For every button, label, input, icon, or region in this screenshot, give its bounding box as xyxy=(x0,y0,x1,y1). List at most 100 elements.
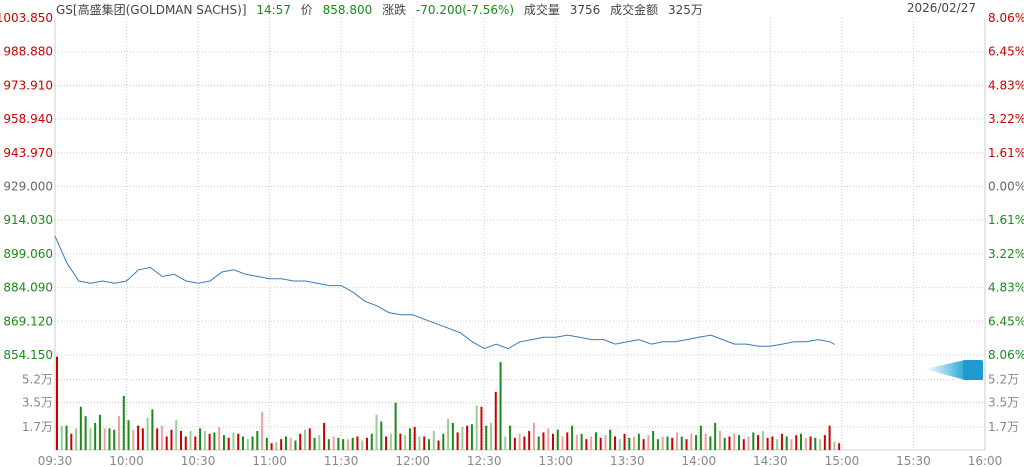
percent-tick-label: 4.83% xyxy=(988,281,1024,295)
volume-bar xyxy=(757,435,760,450)
volume-bar xyxy=(146,417,149,450)
volume-bar xyxy=(404,435,407,450)
time-tick-label: 12:00 xyxy=(395,454,430,467)
volume-bar xyxy=(652,431,655,450)
percent-tick-label: 8.06% xyxy=(988,11,1024,25)
volume-bar xyxy=(823,435,826,450)
volume-bar xyxy=(819,439,822,450)
volume-bar xyxy=(208,433,211,450)
price-tick-label: 973.910 xyxy=(3,78,53,92)
volume-bar xyxy=(637,433,640,450)
volume-bar xyxy=(89,428,92,450)
volume-bar xyxy=(289,437,292,450)
volume-bar xyxy=(490,422,492,450)
volume-bar xyxy=(695,435,698,450)
volume-bar xyxy=(103,428,106,450)
volume-bar xyxy=(661,436,664,450)
volume-bar xyxy=(265,437,268,450)
volume-tick-label-right: 1.7万 xyxy=(988,420,1019,434)
volume-tick-label: 5.2万 xyxy=(22,373,53,387)
volume-bar xyxy=(280,439,283,450)
volume-bar xyxy=(461,427,464,450)
percent-tick-label: 1.61% xyxy=(988,213,1024,227)
volume-bar xyxy=(656,439,659,450)
time-tick-label: 16:00 xyxy=(968,454,1003,467)
time-tick-label: 11:00 xyxy=(252,454,287,467)
volume-bar xyxy=(375,414,378,450)
volume-bar xyxy=(790,439,793,450)
volume-bar xyxy=(246,439,249,450)
volume-bar xyxy=(547,428,550,450)
volume-bar xyxy=(227,437,230,450)
volume-tick-label-right: 5.2万 xyxy=(988,373,1019,387)
volume-bar xyxy=(838,443,841,450)
amount-label: 成交金额 xyxy=(610,3,659,17)
volume-bar xyxy=(284,436,287,450)
volume-bar xyxy=(518,433,521,450)
volume-bar xyxy=(199,428,202,450)
volume-bar xyxy=(380,421,383,450)
volume-bar xyxy=(709,436,712,450)
volume-bar xyxy=(203,431,206,450)
volume-bar xyxy=(232,432,235,450)
volume-bar xyxy=(704,433,707,450)
volume-value: 3756 xyxy=(569,3,601,17)
time-tick-label: 13:00 xyxy=(538,454,573,467)
volume-bar xyxy=(456,432,459,450)
volume-tick-label-right: 3.5万 xyxy=(988,396,1019,410)
volume-bar xyxy=(509,425,512,450)
volume-bar xyxy=(585,439,588,450)
volume-bar xyxy=(75,428,78,450)
volume-bar xyxy=(528,431,531,450)
volume-bar xyxy=(98,414,101,450)
volume-bar xyxy=(599,437,602,450)
time-tick-label: 15:00 xyxy=(825,454,860,467)
price-tick-label: 899.060 xyxy=(3,247,53,261)
volume-bar xyxy=(261,412,264,450)
volume-bar xyxy=(242,436,244,450)
volume-bar xyxy=(437,440,440,450)
volume-bar xyxy=(747,436,750,450)
widget-tail xyxy=(925,360,965,380)
volume-bar xyxy=(370,433,373,450)
volume-bar xyxy=(804,437,807,450)
time-tick-label: 12:30 xyxy=(467,454,502,467)
volume-bar xyxy=(385,436,388,450)
volume-bar xyxy=(690,433,693,450)
volume-bar xyxy=(132,429,135,450)
volume-bar xyxy=(70,433,73,450)
volume-bar xyxy=(318,435,321,450)
volume-bar xyxy=(218,427,221,450)
price-tick-label: 958.940 xyxy=(3,112,53,126)
price-tick-label: 884.090 xyxy=(3,281,53,295)
volume-bar xyxy=(470,424,473,450)
volume-bar xyxy=(304,429,306,450)
volume-bar xyxy=(451,422,454,450)
price-tick-label: 943.970 xyxy=(3,146,53,160)
volume-bar xyxy=(394,402,397,450)
volume-bar xyxy=(785,436,788,450)
volume-bar xyxy=(571,425,574,450)
volume-bar xyxy=(342,439,345,450)
percent-tick-label: 4.83% xyxy=(988,78,1024,92)
amount-value: 325万 xyxy=(667,3,703,17)
volume-bar xyxy=(738,435,740,450)
volume-bar xyxy=(294,440,297,450)
price-line xyxy=(54,235,836,350)
volume-bar xyxy=(160,425,163,450)
volume-bar xyxy=(814,437,817,450)
volume-bar xyxy=(313,437,316,450)
change-label: 涨跌 xyxy=(382,3,407,17)
time-tick-label: 10:30 xyxy=(181,454,216,467)
price-tick-label: 988.880 xyxy=(3,45,53,59)
volume-bar xyxy=(275,441,278,450)
volume-tick-label: 3.5万 xyxy=(22,396,53,410)
volume-bar xyxy=(256,431,259,450)
volume-bar xyxy=(237,433,240,450)
volume-bar xyxy=(647,435,650,450)
time-tick-label: 09:30 xyxy=(38,454,73,467)
volume-bar xyxy=(413,427,416,450)
percent-tick-label: 0.00% xyxy=(988,180,1024,194)
volume-bar xyxy=(809,436,812,450)
